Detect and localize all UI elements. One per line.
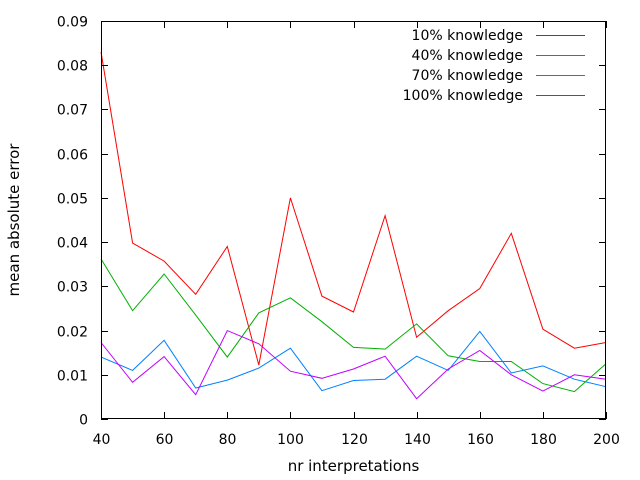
y-tick-label: 0.06 bbox=[57, 148, 88, 164]
y-tick-label: 0.01 bbox=[57, 369, 88, 385]
series-line-40-knowledge bbox=[100, 258, 607, 393]
plot-frame bbox=[101, 21, 606, 419]
legend-label: 40% knowledge bbox=[412, 48, 523, 64]
plot-series bbox=[100, 51, 607, 400]
x-tick-label: 140 bbox=[404, 432, 431, 448]
legend-label: 70% knowledge bbox=[412, 68, 523, 84]
y-tick-label: 0.07 bbox=[57, 103, 88, 119]
x-axis-ticks: 40 60 80 100 120 140 160 180 200 bbox=[93, 21, 620, 448]
x-tick-label: 160 bbox=[467, 432, 494, 448]
y-axis-ticks: 0 0.01 0.02 0.03 0.04 0.05 0.06 0.07 0.08 0.09 bbox=[57, 15, 606, 429]
x-tick-label: 80 bbox=[219, 432, 237, 448]
series-line-100-knowledge bbox=[100, 329, 607, 400]
y-tick-label: 0.08 bbox=[57, 59, 88, 75]
legend: 10% knowledge 40% knowledge 70% knowledge 1… bbox=[403, 28, 585, 104]
series-line-70-knowledge bbox=[100, 330, 607, 392]
series-line-10-knowledge bbox=[100, 51, 607, 366]
y-tick-label: 0.02 bbox=[57, 325, 88, 341]
x-axis-label: nr interpretations bbox=[288, 457, 420, 475]
x-tick-label: 180 bbox=[530, 432, 557, 448]
y-tick-label: 0.04 bbox=[57, 236, 88, 252]
x-tick-label: 200 bbox=[593, 432, 620, 448]
x-tick-label: 60 bbox=[156, 432, 174, 448]
x-tick-label: 120 bbox=[341, 432, 368, 448]
y-tick-label: 0.03 bbox=[57, 280, 88, 296]
legend-label: 100% knowledge bbox=[403, 88, 523, 104]
y-tick-label: 0.05 bbox=[57, 192, 88, 208]
y-axis-label: mean absolute error bbox=[5, 143, 23, 297]
y-tick-label: 0 bbox=[79, 413, 88, 429]
y-tick-label: 0.09 bbox=[57, 15, 88, 31]
legend-label: 10% knowledge bbox=[412, 28, 523, 44]
x-tick-label: 40 bbox=[93, 432, 111, 448]
x-tick-label: 100 bbox=[277, 432, 304, 448]
